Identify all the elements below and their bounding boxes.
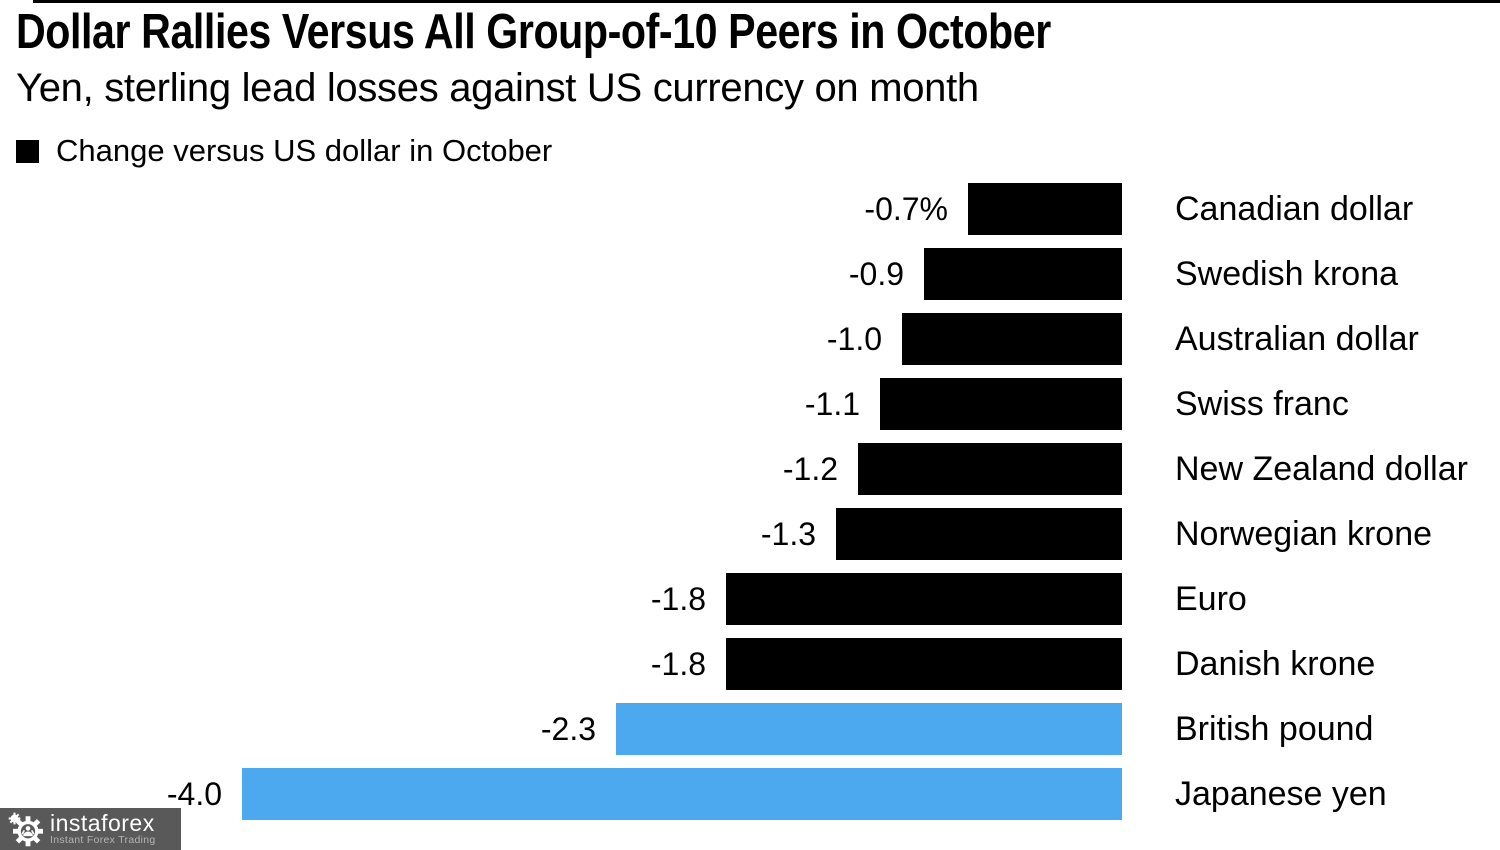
chart-row: -2.3 British pound bbox=[0, 703, 1500, 768]
chart-row: -1.8 Danish krone bbox=[0, 638, 1500, 703]
legend-swatch-icon bbox=[16, 139, 39, 163]
bar-value-label: -0.9 bbox=[848, 256, 904, 292]
chart-row: -4.0 Japanese yen bbox=[0, 768, 1500, 833]
bar-value-label: -1.8 bbox=[650, 646, 706, 682]
bar-danish-krone bbox=[726, 638, 1122, 690]
legend: Change versus US dollar in October bbox=[16, 133, 552, 169]
chart-row: -1.1 Swiss franc bbox=[0, 378, 1500, 443]
bar-category-label: Danish krone bbox=[1175, 645, 1376, 683]
chart-row: -1.0 Australian dollar bbox=[0, 313, 1500, 378]
legend-label: Change versus US dollar in October bbox=[56, 133, 553, 168]
chart-row: -1.2 New Zealand dollar bbox=[0, 443, 1500, 508]
chart-title: Dollar Rallies Versus All Group-of-10 Pe… bbox=[16, 5, 1051, 59]
bar-category-label: British pound bbox=[1175, 710, 1374, 748]
bar-value-label: -2.3 bbox=[540, 711, 596, 747]
bar-british-pound bbox=[616, 703, 1122, 755]
bar-value-label: -1.0 bbox=[826, 321, 882, 357]
chart-row: -1.8 Euro bbox=[0, 573, 1500, 638]
bar-norwegian-krone bbox=[836, 508, 1122, 560]
bar-category-label: Euro bbox=[1175, 580, 1247, 618]
bar-category-label: Australian dollar bbox=[1175, 320, 1419, 358]
bar-category-label: Swiss franc bbox=[1175, 385, 1349, 423]
bar-japanese-yen bbox=[242, 768, 1122, 820]
bar-rows: -0.7% Canadian dollar -0.9 Swedish krona -1.… bbox=[0, 183, 1500, 833]
chart-row: -1.3 Norwegian krone bbox=[0, 508, 1500, 573]
bar-australian-dollar bbox=[902, 313, 1122, 365]
bar-value-label: -1.8 bbox=[650, 581, 706, 617]
bar-category-label: New Zealand dollar bbox=[1175, 450, 1468, 488]
top-rule bbox=[33, 0, 1500, 3]
chart-row: -0.9 Swedish krona bbox=[0, 248, 1500, 313]
bar-value-label: -1.1 bbox=[804, 386, 860, 422]
bar-value-label: -1.2 bbox=[782, 451, 838, 487]
bar-value-label: -4.0 bbox=[166, 776, 222, 812]
chart-subtitle: Yen, sterling lead losses against US cur… bbox=[16, 66, 979, 110]
bar-value-label: -0.7% bbox=[864, 191, 948, 227]
bar-category-label: Swedish krona bbox=[1175, 255, 1399, 293]
chart-row: -0.7% Canadian dollar bbox=[0, 183, 1500, 248]
watermark-brand-text: instaforex bbox=[50, 810, 155, 836]
bar-new-zealand-dollar bbox=[858, 443, 1122, 495]
bar-value-label: -1.3 bbox=[760, 516, 816, 552]
bar-euro bbox=[726, 573, 1122, 625]
bar-swedish-krona bbox=[924, 248, 1122, 300]
bar-category-label: Norwegian krone bbox=[1175, 515, 1433, 553]
bar-category-label: Canadian dollar bbox=[1175, 190, 1414, 228]
bar-category-label: Japanese yen bbox=[1175, 775, 1387, 813]
instaforex-gear-icon bbox=[7, 811, 43, 847]
watermark-tagline-text: Instant Forex Trading bbox=[50, 834, 156, 846]
bar-swiss-franc bbox=[880, 378, 1122, 430]
bar-canadian-dollar bbox=[968, 183, 1122, 235]
watermark-instaforex: instaforex Instant Forex Trading bbox=[0, 808, 181, 850]
